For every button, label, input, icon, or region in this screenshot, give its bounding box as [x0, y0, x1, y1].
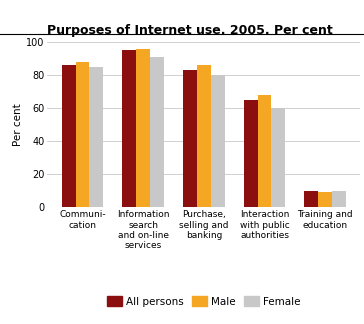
Y-axis label: Per cent: Per cent	[13, 103, 23, 146]
Bar	[75, 62, 90, 207]
Legend: All persons, Male, Female: All persons, Male, Female	[103, 292, 304, 311]
Bar	[150, 57, 164, 207]
Bar	[197, 65, 211, 207]
Bar	[62, 65, 75, 207]
Bar	[122, 51, 136, 207]
Bar	[211, 75, 225, 207]
Text: Purposes of Internet use. 2005. Per cent: Purposes of Internet use. 2005. Per cent	[47, 24, 333, 37]
Bar	[90, 67, 103, 207]
Bar	[332, 191, 346, 207]
Bar	[258, 95, 272, 207]
Bar	[272, 108, 285, 207]
Bar	[244, 100, 258, 207]
Bar	[304, 191, 318, 207]
Bar	[183, 70, 197, 207]
Bar	[136, 49, 150, 207]
Bar	[318, 192, 332, 207]
